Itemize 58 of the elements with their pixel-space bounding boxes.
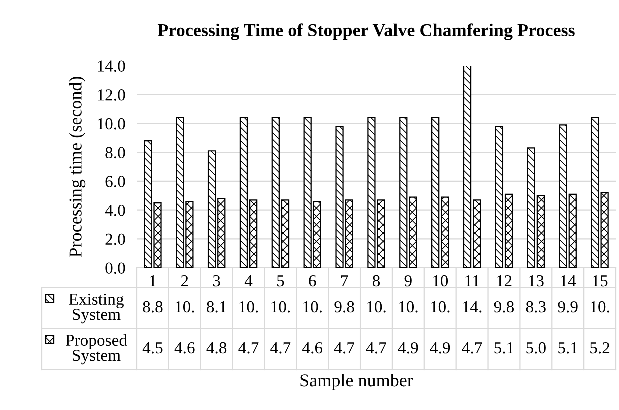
x-tick-label: 15 bbox=[593, 276, 608, 287]
data-label: 10. bbox=[240, 301, 258, 313]
y-tick-label: 8.0 bbox=[106, 147, 126, 159]
data-label: 5.0 bbox=[526, 342, 546, 354]
data-label: 4.6 bbox=[174, 342, 195, 354]
y-tick-label: 12.0 bbox=[98, 90, 126, 101]
x-tick-label: 2 bbox=[181, 275, 188, 287]
x-tick-label: 14 bbox=[561, 276, 576, 287]
x-tick-label: 5 bbox=[278, 276, 284, 287]
data-label: 8.3 bbox=[526, 301, 546, 313]
data-label: 8.1 bbox=[207, 301, 226, 313]
legend-label: Existing System bbox=[69, 294, 124, 324]
data-label: 10. bbox=[368, 301, 386, 313]
y-tick-label: 6.0 bbox=[106, 176, 126, 188]
y-tick-label: 10.0 bbox=[98, 118, 126, 130]
chart-title: Processing Time of Stopper Valve Chamfering Process bbox=[158, 24, 575, 40]
data-label: 4.9 bbox=[398, 342, 418, 354]
x-tick-label: 13 bbox=[529, 275, 544, 287]
x-tick-label: 9 bbox=[404, 275, 412, 287]
y-tick-label: 4.0 bbox=[105, 204, 126, 216]
data-label: 8.8 bbox=[143, 301, 163, 313]
data-label: 4.9 bbox=[430, 342, 450, 354]
x-tick-label: 12 bbox=[497, 275, 512, 287]
data-label: 4.7 bbox=[366, 342, 386, 354]
data-label: 4.5 bbox=[142, 342, 163, 354]
data-label: 10. bbox=[176, 301, 194, 313]
x-tick-label: 7 bbox=[342, 276, 348, 287]
data-label: 4.8 bbox=[206, 342, 227, 354]
data-label: 10. bbox=[304, 301, 322, 313]
x-tick-label: 6 bbox=[309, 275, 316, 287]
y-tick-label: 0.0 bbox=[106, 262, 126, 274]
data-label: 4.7 bbox=[238, 342, 259, 354]
data-label: 5.1 bbox=[494, 342, 514, 354]
data-label: 5.2 bbox=[590, 342, 610, 354]
data-label: 10. bbox=[272, 301, 290, 313]
data-label: 14. bbox=[463, 302, 482, 313]
data-label: 10. bbox=[399, 301, 418, 313]
data-label: 10. bbox=[431, 301, 450, 313]
legend-label: Proposed System bbox=[66, 334, 128, 365]
x-tick-label: 4 bbox=[244, 276, 253, 287]
x-tick-label: 3 bbox=[213, 275, 220, 287]
y-tick-label: 2.0 bbox=[106, 234, 126, 246]
x-axis-title: Sample number bbox=[300, 374, 414, 390]
data-label: 4.7 bbox=[462, 342, 482, 354]
data-label: 9.8 bbox=[334, 301, 354, 313]
data-label: 5.1 bbox=[558, 342, 578, 354]
x-tick-label: 11 bbox=[466, 276, 480, 287]
data-label: 9.9 bbox=[558, 301, 578, 313]
x-tick-label: 10 bbox=[434, 275, 448, 287]
data-label: 10. bbox=[591, 301, 610, 313]
data-label: 4.7 bbox=[270, 342, 291, 354]
data-label: 4.6 bbox=[302, 342, 323, 354]
data-label: 4.7 bbox=[334, 342, 355, 354]
x-tick-label: 1 bbox=[150, 276, 156, 287]
data-label: 9.8 bbox=[494, 301, 514, 313]
y-tick-label: 14.0 bbox=[98, 60, 126, 72]
y-axis-title: Processing time (second) bbox=[69, 77, 86, 258]
x-tick-label: 8 bbox=[372, 275, 380, 287]
